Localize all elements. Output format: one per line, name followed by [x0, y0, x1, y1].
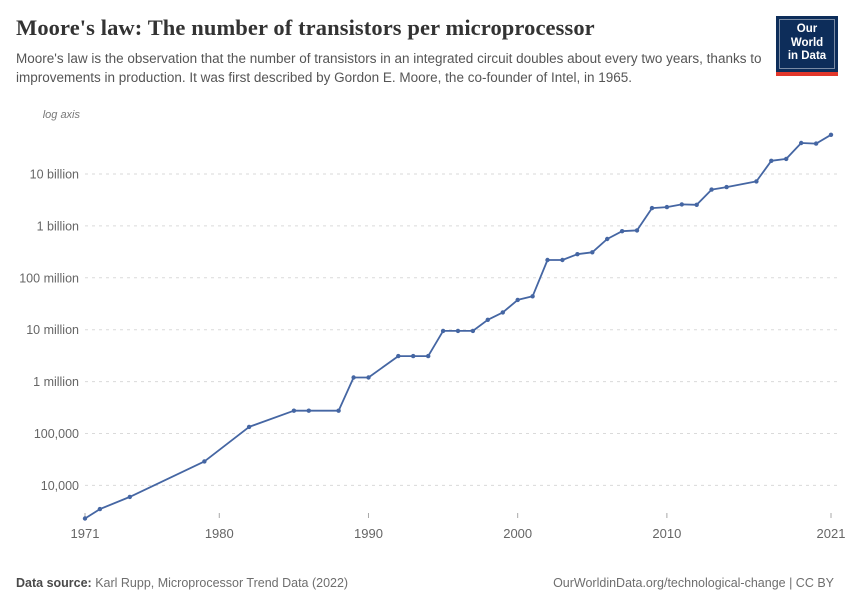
chart-area: log axis 10,000 100,000 1 million 10 million… — [0, 101, 850, 556]
y-tick-label: 10,000 — [41, 479, 79, 493]
data-point — [575, 252, 580, 257]
data-point — [470, 328, 476, 334]
data-point — [411, 353, 416, 359]
data-point — [306, 408, 311, 413]
data-point — [649, 205, 655, 211]
y-tick-label: 1 billion — [37, 219, 79, 233]
data-point — [813, 141, 819, 146]
source-label: Data source: — [16, 576, 92, 590]
x-tick-label: 2021 — [817, 526, 846, 541]
data-point — [366, 375, 371, 380]
logo-text-line2: in Data — [787, 50, 827, 63]
line-chart: log axis 10,000 100,000 1 million 10 million… — [19, 109, 846, 541]
data-point — [634, 228, 640, 233]
data-point — [754, 179, 759, 184]
data-point — [426, 353, 431, 359]
data-point — [291, 408, 297, 413]
data-point — [694, 202, 699, 207]
owid-logo: Our World in Data — [776, 16, 838, 76]
data-point — [560, 257, 565, 263]
data-point — [619, 229, 625, 234]
data-point — [828, 132, 834, 137]
logo-text-line1: Our World — [790, 23, 824, 49]
y-tick-label: 10 million — [26, 323, 79, 337]
x-tick-label: 1990 — [354, 526, 383, 541]
data-point — [605, 236, 610, 242]
data-point — [709, 187, 714, 192]
y-tick-label: 10 billion — [30, 168, 79, 182]
data-point — [336, 408, 341, 413]
data-point — [664, 204, 670, 210]
data-point — [396, 353, 401, 359]
source-text: Karl Rupp, Microprocessor Trend Data (20… — [91, 576, 349, 590]
data-point — [246, 424, 252, 430]
data-point — [127, 494, 132, 500]
data-point — [202, 459, 207, 464]
data-point — [82, 516, 88, 521]
data-point — [515, 297, 520, 303]
data-point — [455, 328, 461, 334]
data-point — [784, 156, 789, 162]
x-tick-label: 2000 — [503, 526, 532, 541]
chart-header: Moore's law: The number of transistors p… — [0, 0, 850, 101]
y-tick-label: 100 million — [19, 271, 79, 285]
data-point — [351, 375, 356, 380]
y-tick-label: 1 million — [33, 375, 79, 389]
data-point — [530, 294, 535, 299]
data-point — [799, 140, 804, 146]
x-tick-label: 2010 — [652, 526, 681, 541]
page-title: Moore's law: The number of transistors p… — [16, 15, 595, 40]
data-point — [545, 257, 550, 263]
logo-red-bar — [776, 71, 838, 76]
y-tick-label: 100,000 — [34, 427, 79, 441]
x-tick-label: 1980 — [205, 526, 234, 541]
data-point — [769, 158, 774, 163]
license-text: OurWorldinData.org/technological-change … — [553, 576, 834, 590]
chart-subtitle: Moore's law is the observation that the … — [16, 51, 762, 85]
log-axis-note: log axis — [43, 109, 81, 121]
chart-footer: Data source: Karl Rupp, Microprocessor T… — [0, 576, 850, 590]
data-point — [500, 310, 505, 315]
data-point — [485, 317, 490, 322]
data-point — [679, 202, 684, 207]
x-tick-label: 1971 — [71, 526, 100, 541]
logo-box: Our World in Data — [776, 16, 838, 72]
data-line — [84, 133, 832, 520]
data-source: Data source: Karl Rupp, Microprocessor T… — [16, 576, 348, 590]
data-point — [590, 250, 595, 255]
data-point — [440, 328, 446, 334]
data-point — [97, 506, 103, 512]
data-point — [724, 184, 729, 190]
